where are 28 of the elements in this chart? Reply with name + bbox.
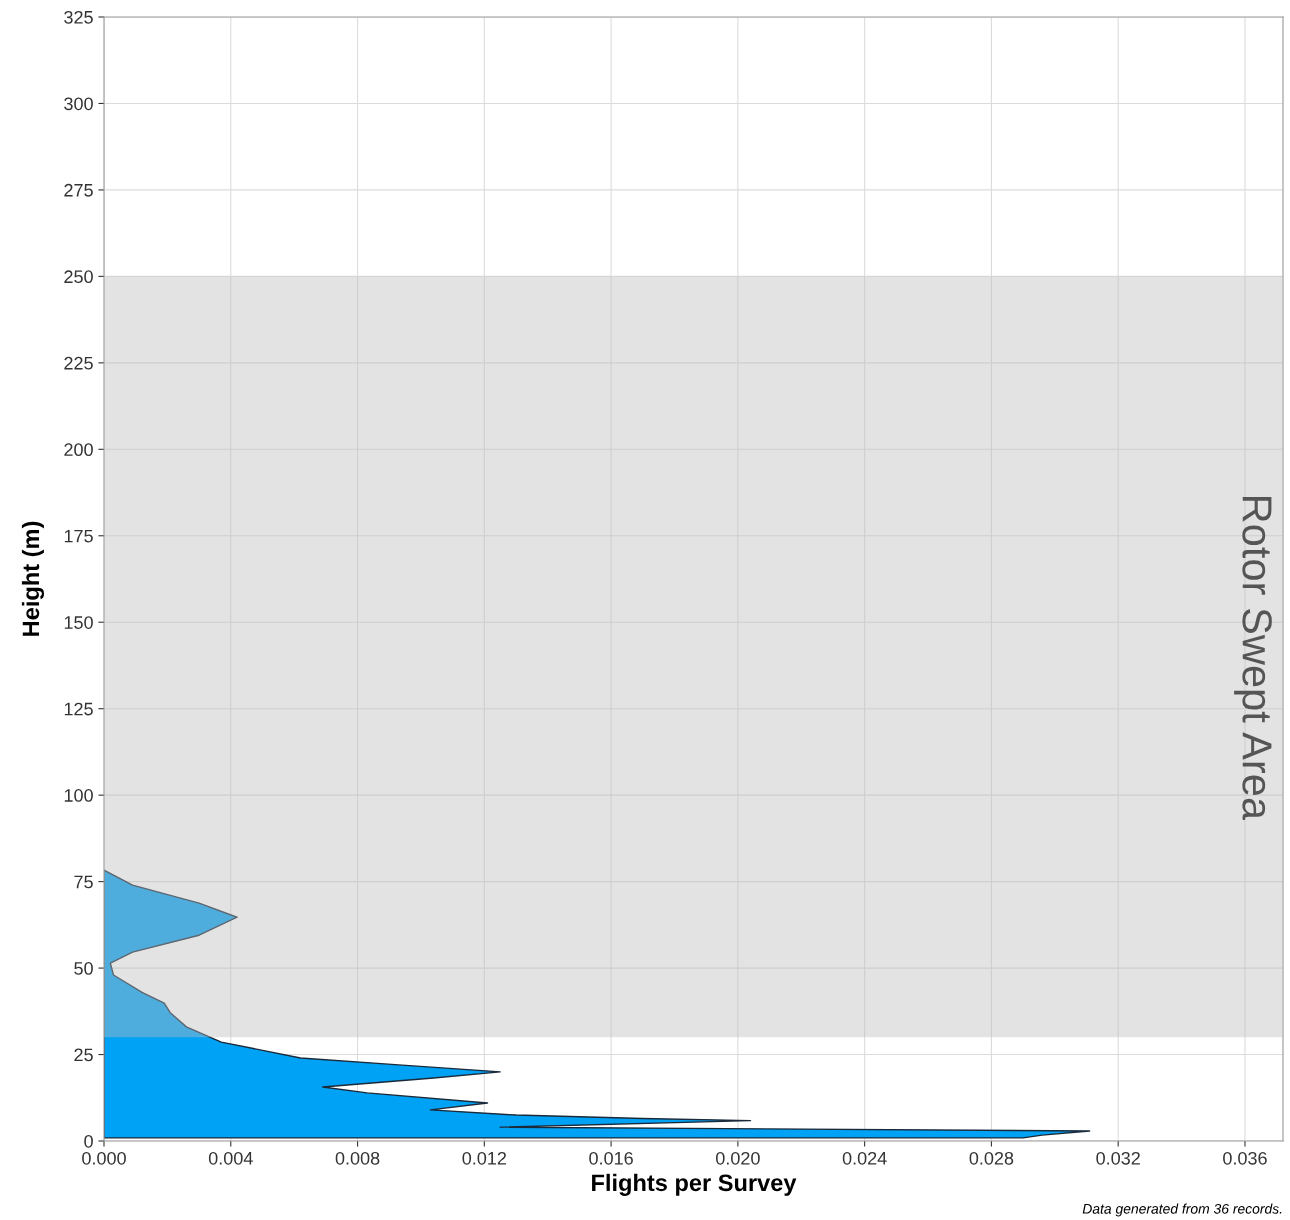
y-tick-label: 150 xyxy=(64,616,93,629)
y-tick-label: 25 xyxy=(74,1048,93,1062)
y-tick-label: 50 xyxy=(74,962,93,975)
y-tick-label: 250 xyxy=(64,270,93,284)
x-tick-label: 0.020 xyxy=(715,1151,760,1165)
x-tick-label: 0.032 xyxy=(1096,1151,1140,1165)
x-tick-label: 0.016 xyxy=(589,1151,633,1165)
y-tick-label: 175 xyxy=(64,529,93,543)
x-tick-label: 0.024 xyxy=(842,1151,887,1165)
x-tick-label: 0.028 xyxy=(969,1151,1014,1165)
y-tick-label: 75 xyxy=(74,875,93,889)
y-tick-label: 225 xyxy=(64,356,93,370)
y-tick-label: 125 xyxy=(64,702,93,716)
y-tick-label: 275 xyxy=(64,183,93,197)
x-tick-label: 0.004 xyxy=(208,1151,253,1165)
y-axis-title: Height (m) xyxy=(21,521,45,636)
y-tick-label: 100 xyxy=(64,789,93,802)
x-tick-label: 0.036 xyxy=(1223,1151,1267,1165)
band-label: Rotor Swept Area xyxy=(1234,496,1272,821)
x-tick-label: 0.000 xyxy=(82,1151,126,1165)
x-tick-label: 0.008 xyxy=(335,1151,380,1165)
y-tick-label: 200 xyxy=(64,443,93,457)
x-axis-title: Flights per Survey xyxy=(592,1173,797,1196)
y-tick-label: 0 xyxy=(84,1134,93,1148)
x-tick-label: 0.012 xyxy=(462,1151,507,1165)
y-tick-label: 325 xyxy=(64,10,93,24)
text: Data generated from 36 records. xyxy=(1082,1203,1282,1217)
y-tick-label: 300 xyxy=(64,97,93,111)
